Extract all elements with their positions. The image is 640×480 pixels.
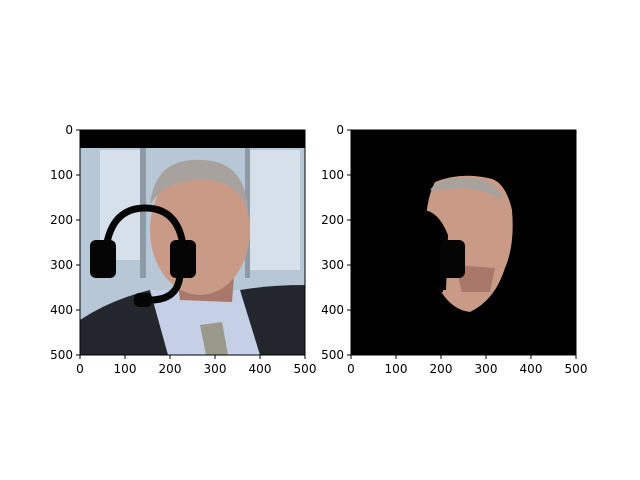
left-y-tick-label: 300 [50,258,73,272]
left-x-tick-label: 200 [159,362,182,376]
right-x-tick-label: 300 [475,362,498,376]
left-x-tick-label: 100 [114,362,137,376]
left-y-tick-label: 400 [50,303,73,317]
mask-image [351,130,576,355]
right-y-tick-label: 300 [321,258,344,272]
right-y-tick-label: 400 [321,303,344,317]
left-y-tick-label: 100 [50,168,73,182]
left-y-tick-label: 200 [50,213,73,227]
right-y-tick-label: 100 [321,168,344,182]
right-axes-frame [350,129,577,356]
right-x-tick-label: 200 [430,362,453,376]
left-y-tick-label: 0 [65,123,73,137]
right-y-tick-label: 200 [321,213,344,227]
right-y-tick-label: 500 [321,348,344,362]
left-x-tick-label: 0 [76,362,84,376]
left-x-tick-label: 500 [294,362,317,376]
photo-image [80,130,305,355]
right-y-tick-label: 0 [336,123,344,137]
left-axes-frame [79,129,306,356]
right-x-tick-label: 500 [565,362,588,376]
left-x-tick-label: 400 [249,362,272,376]
right-x-tick-label: 400 [520,362,543,376]
left-y-tick-label: 500 [50,348,73,362]
right-x-tick-label: 0 [347,362,355,376]
right-x-tick-label: 100 [385,362,408,376]
left-x-tick-label: 300 [204,362,227,376]
